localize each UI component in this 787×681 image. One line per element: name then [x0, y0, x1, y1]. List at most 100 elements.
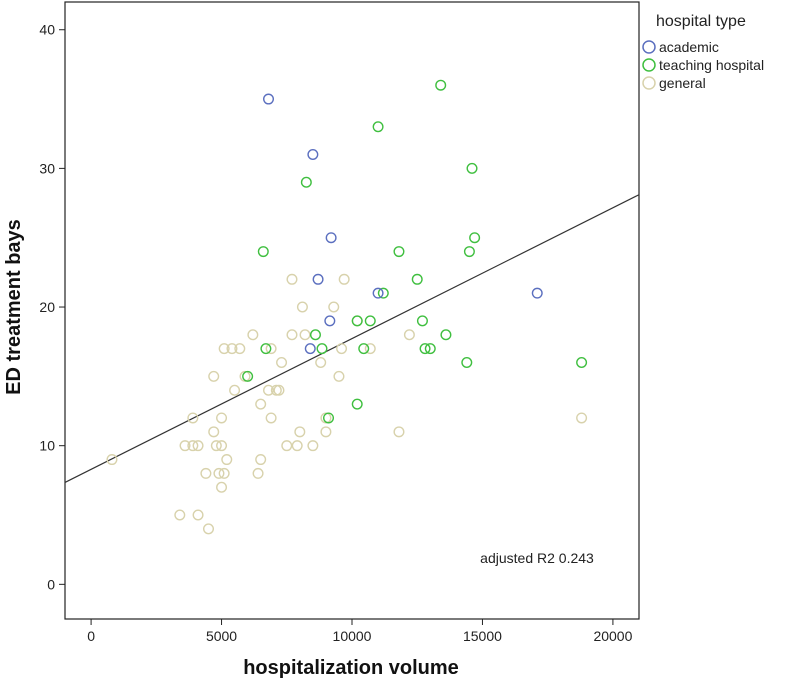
point-general	[333, 370, 345, 382]
point-general	[226, 343, 238, 355]
point-general	[296, 301, 308, 313]
point-general	[218, 343, 230, 355]
point-teaching-hospital	[242, 370, 254, 382]
point-general	[208, 426, 220, 438]
point-academic	[307, 149, 319, 161]
point-teaching-hospital	[424, 343, 436, 355]
point-teaching-hospital	[440, 329, 452, 341]
point-teaching-hospital	[351, 398, 363, 410]
point-teaching-hospital	[260, 343, 272, 355]
y-tick-label: 20	[39, 299, 55, 315]
y-tick-label: 30	[39, 160, 55, 176]
point-teaching-hospital	[316, 343, 328, 355]
point-general	[252, 467, 264, 479]
point-general	[192, 509, 204, 521]
point-general	[273, 384, 285, 396]
point-teaching-hospital	[461, 356, 473, 368]
point-academic	[304, 343, 316, 355]
point-general	[216, 412, 228, 424]
point-general	[218, 467, 230, 479]
point-teaching-hospital	[463, 246, 475, 258]
point-academic	[312, 273, 324, 285]
point-general	[247, 329, 259, 341]
legend-marker	[642, 76, 656, 90]
point-general	[403, 329, 415, 341]
y-tick-label: 40	[39, 22, 55, 38]
y-tick-label: 10	[39, 438, 55, 454]
point-general	[234, 343, 246, 355]
point-general	[221, 454, 233, 466]
legend-label: teaching hospital	[659, 57, 764, 73]
point-academic	[531, 287, 543, 299]
point-general	[576, 412, 588, 424]
point-general	[202, 523, 214, 535]
point-general	[307, 440, 319, 452]
point-teaching-hospital	[358, 343, 370, 355]
legend-label: academic	[659, 39, 719, 55]
point-teaching-hospital	[435, 79, 447, 91]
point-teaching-hospital	[364, 315, 376, 327]
point-general	[213, 467, 225, 479]
point-general	[263, 384, 275, 396]
point-academic	[325, 232, 337, 244]
x-tick-label: 15000	[463, 628, 502, 644]
point-general	[336, 343, 348, 355]
point-academic	[372, 287, 384, 299]
point-teaching-hospital	[393, 246, 405, 258]
point-general	[328, 301, 340, 313]
point-general	[364, 343, 376, 355]
point-teaching-hospital	[323, 412, 335, 424]
point-general	[216, 481, 228, 493]
point-general	[299, 329, 311, 341]
point-general	[187, 440, 199, 452]
y-axis-title: ED treatment bays	[3, 219, 25, 395]
point-general	[255, 454, 267, 466]
point-general	[393, 426, 405, 438]
legend-marker	[642, 40, 656, 54]
legend-marker	[642, 58, 656, 72]
point-general	[229, 384, 241, 396]
point-general	[286, 329, 298, 341]
point-general	[106, 454, 118, 466]
point-teaching-hospital	[416, 315, 428, 327]
point-general	[265, 343, 277, 355]
point-general	[210, 440, 222, 452]
x-tick-label: 20000	[593, 628, 632, 644]
point-general	[276, 356, 288, 368]
plot-area	[64, 1, 640, 620]
x-tick-label: 0	[87, 628, 95, 644]
point-general	[174, 509, 186, 521]
regression-line	[64, 194, 640, 483]
y-axis: 0 10 20 30 40	[39, 22, 65, 592]
legend: hospital type academic teaching hospital g…	[642, 13, 764, 91]
point-general	[255, 398, 267, 410]
point-teaching-hospital	[372, 121, 384, 133]
data-points	[106, 79, 588, 535]
point-general	[281, 440, 293, 452]
point-general	[216, 440, 228, 452]
legend-title: hospital type	[656, 13, 746, 30]
legend-label: general	[659, 75, 706, 91]
x-tick-label: 5000	[206, 628, 237, 644]
point-teaching-hospital	[411, 273, 423, 285]
point-general	[286, 273, 298, 285]
point-academic	[263, 93, 275, 105]
point-teaching-hospital	[309, 329, 321, 341]
point-academic	[324, 315, 336, 327]
point-teaching-hospital	[377, 287, 389, 299]
point-general	[200, 467, 212, 479]
x-axis: 0 5000 10000 15000 20000	[87, 619, 633, 644]
point-general	[208, 370, 220, 382]
point-general	[187, 412, 199, 424]
point-teaching-hospital	[351, 315, 363, 327]
point-general	[315, 356, 327, 368]
x-axis-title: hospitalization volume	[243, 657, 459, 679]
point-teaching-hospital	[257, 246, 269, 258]
x-tick-label: 10000	[333, 628, 372, 644]
point-teaching-hospital	[300, 176, 312, 188]
point-general	[294, 426, 306, 438]
point-general	[179, 440, 191, 452]
point-general	[192, 440, 204, 452]
point-teaching-hospital	[419, 343, 431, 355]
point-teaching-hospital	[469, 232, 481, 244]
